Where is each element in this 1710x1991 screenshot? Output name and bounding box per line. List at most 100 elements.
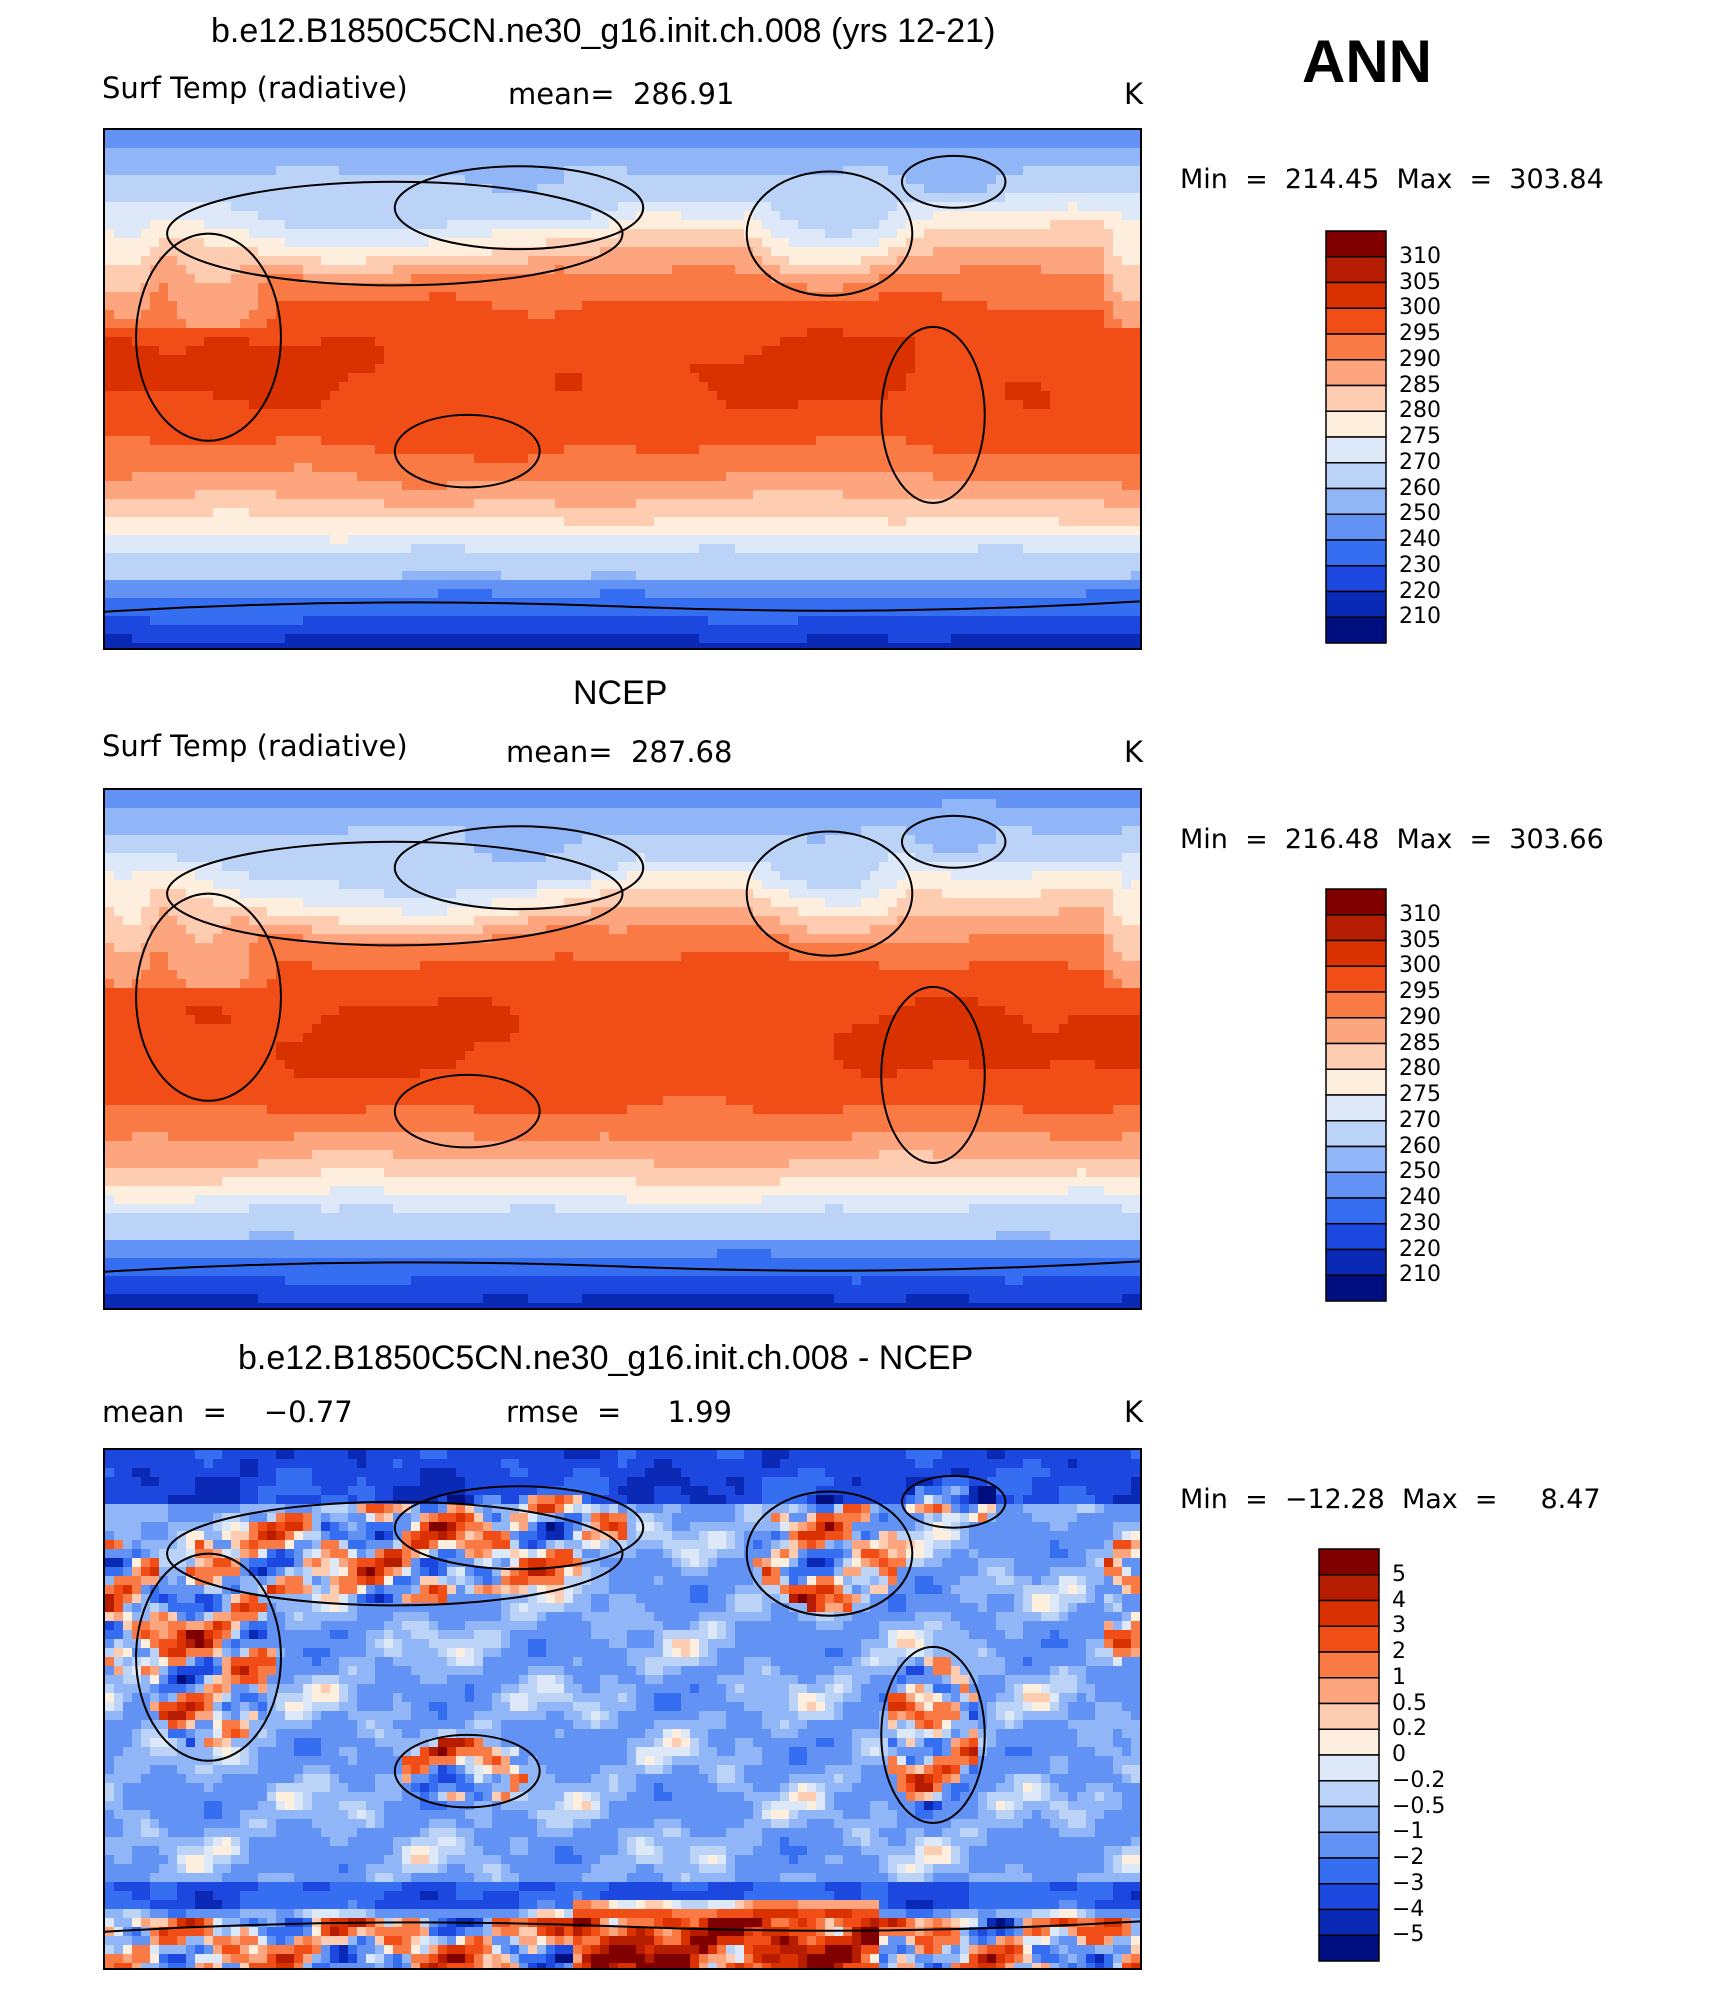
heatmap-cell — [663, 337, 673, 347]
heatmap-cell — [546, 211, 556, 221]
heatmap-cell — [177, 373, 187, 383]
heatmap-cell — [573, 274, 583, 284]
heatmap-cell — [690, 373, 700, 383]
heatmap-cell — [861, 283, 871, 293]
heatmap-cell — [150, 346, 160, 356]
heatmap-cell — [546, 274, 556, 284]
heatmap-cell — [1068, 265, 1078, 275]
heatmap-cell — [114, 148, 124, 158]
heatmap-cell — [735, 175, 745, 185]
heatmap-cell — [222, 292, 232, 302]
heatmap-cell — [267, 328, 277, 338]
heatmap-cell — [618, 508, 628, 518]
heatmap-cell — [348, 256, 358, 266]
heatmap-cell — [483, 139, 493, 149]
heatmap-cell — [123, 139, 133, 149]
heatmap-cell — [969, 508, 979, 518]
heatmap-cell — [1014, 364, 1024, 374]
heatmap-cell — [708, 247, 718, 257]
heatmap-cell — [132, 229, 142, 239]
heatmap-cell — [231, 418, 241, 428]
heatmap-cell — [654, 328, 664, 338]
heatmap-cell — [276, 238, 286, 248]
heatmap-cell — [258, 130, 268, 140]
heatmap-cell — [303, 148, 313, 158]
heatmap-cell — [213, 427, 223, 437]
heatmap-cell — [1059, 409, 1069, 419]
heatmap-cell — [519, 175, 529, 185]
heatmap-cell — [591, 418, 601, 428]
heatmap-cell — [924, 184, 934, 194]
heatmap-cell — [942, 418, 952, 428]
heatmap-cell — [636, 247, 646, 257]
heatmap-cell — [933, 418, 943, 428]
heatmap-cell — [789, 157, 799, 167]
heatmap-cell — [933, 481, 943, 491]
heatmap-cell — [816, 373, 826, 383]
heatmap-cell — [996, 409, 1006, 419]
heatmap-cell — [708, 301, 718, 311]
heatmap-cell — [123, 409, 133, 419]
heatmap-cell — [978, 463, 988, 473]
heatmap-cell — [1005, 328, 1015, 338]
heatmap-cell — [384, 418, 394, 428]
heatmap-cell — [1050, 508, 1060, 518]
heatmap-cell — [933, 274, 943, 284]
heatmap-cell — [816, 310, 826, 320]
heatmap-cell — [609, 364, 619, 374]
heatmap-cell — [357, 247, 367, 257]
heatmap-cell — [807, 184, 817, 194]
heatmap-cell — [465, 229, 475, 239]
heatmap-cell — [213, 337, 223, 347]
heatmap-cell — [447, 184, 457, 194]
heatmap-cell — [240, 499, 250, 509]
heatmap-cell — [285, 229, 295, 239]
heatmap-cell — [888, 490, 898, 500]
heatmap-cell — [825, 499, 835, 509]
heatmap-cell — [204, 355, 214, 365]
heatmap-cell — [1041, 166, 1051, 176]
heatmap-cell — [537, 400, 547, 410]
heatmap-cell — [555, 499, 565, 509]
heatmap-cell — [159, 463, 169, 473]
heatmap-cell — [555, 454, 565, 464]
heatmap-cell — [699, 391, 709, 401]
heatmap-cell — [1095, 247, 1105, 257]
heatmap-cell — [186, 436, 196, 446]
heatmap-cell — [222, 229, 232, 239]
heatmap-cell — [420, 499, 430, 509]
heatmap-cell — [699, 175, 709, 185]
heatmap-cell — [357, 220, 367, 230]
heatmap-cell — [222, 175, 232, 185]
heatmap-cell — [591, 364, 601, 374]
heatmap-cell — [519, 139, 529, 149]
heatmap-cell — [528, 445, 538, 455]
heatmap-cell — [1104, 436, 1114, 446]
heatmap-cell — [1086, 382, 1096, 392]
heatmap-cell — [1077, 166, 1087, 176]
heatmap-cell — [771, 283, 781, 293]
heatmap-cell — [303, 355, 313, 365]
heatmap-cell — [978, 256, 988, 266]
heatmap-cell — [258, 274, 268, 284]
heatmap-cell — [249, 454, 259, 464]
heatmap-cell — [357, 328, 367, 338]
heatmap-cell — [519, 382, 529, 392]
heatmap-cell — [708, 481, 718, 491]
heatmap-cell — [537, 382, 547, 392]
heatmap-cell — [960, 184, 970, 194]
heatmap-cell — [834, 202, 844, 212]
heatmap-cell — [879, 400, 889, 410]
heatmap-cell — [339, 247, 349, 257]
heatmap-cell — [672, 265, 682, 275]
heatmap-cell — [681, 220, 691, 230]
heatmap-cell — [1059, 157, 1069, 167]
heatmap-cell — [681, 454, 691, 464]
heatmap-cell — [573, 436, 583, 446]
heatmap-cell — [753, 337, 763, 347]
heatmap-cell — [105, 292, 115, 302]
heatmap-cell — [726, 355, 736, 365]
heatmap-cell — [483, 355, 493, 365]
heatmap-cell — [132, 400, 142, 410]
heatmap-cell — [438, 211, 448, 221]
